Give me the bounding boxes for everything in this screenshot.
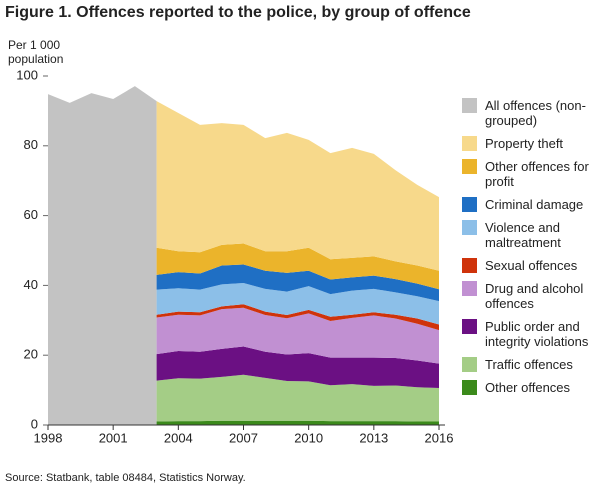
y-tick-label: 0 [31,416,38,431]
chart-title: Figure 1. Offences reported to the polic… [5,4,471,21]
legend-swatch [462,159,477,174]
x-tick-label: 2001 [99,430,128,445]
legend-label: Criminal damage [485,197,584,212]
legend-swatch [462,258,477,273]
legend-swatch [462,380,477,395]
legend-swatch [462,281,477,296]
legend-item: Traffic offences [462,357,610,372]
legend-item: Violence and maltreatment [462,220,610,250]
area [156,346,440,389]
x-tick-label: 2016 [425,430,454,445]
area [156,307,440,364]
legend-item: Other offences [462,380,610,395]
y-tick-label: 20 [24,347,38,362]
area [156,374,440,422]
y-tick-label: 60 [24,207,38,222]
legend-item: Drug and alcohol offences [462,281,610,311]
y-axis-label: Per 1 000 population [8,38,64,66]
legend-swatch [462,319,477,334]
y-tick-label: 80 [24,137,38,152]
x-tick-label: 2007 [229,430,258,445]
legend-label: Other offences for profit [485,159,589,189]
legend-label: Other offences [485,380,571,395]
legend-item: Public order and integrity violations [462,319,610,349]
area [156,101,440,271]
x-tick-label: 2004 [164,430,193,445]
y-tick-label: 100 [16,67,38,82]
x-tick-label: 2010 [294,430,323,445]
legend-label: Property theft [485,136,564,151]
y-tick-label: 40 [24,277,38,292]
legend-swatch [462,357,477,372]
legend: All offences (non-grouped) Property theft… [462,98,610,395]
legend-item: Sexual offences [462,258,610,273]
legend-item: All offences (non-grouped) [462,98,610,128]
legend-label: Sexual offences [485,258,578,273]
legend-label: All offences (non-grouped) [485,98,586,128]
area [156,420,440,425]
legend-swatch [462,136,477,151]
legend-label: Violence and maltreatment [485,220,561,250]
area [156,243,440,290]
legend-item: Criminal damage [462,197,610,212]
legend-swatch [462,197,477,212]
legend-item: Other offences for profit [462,159,610,189]
legend-label: Drug and alcohol offences [485,281,584,311]
legend-swatch [462,98,477,113]
area [48,86,157,426]
area [156,282,440,325]
x-tick-label: 2013 [359,430,388,445]
legend-label: Traffic offences [485,357,573,372]
area [156,264,440,302]
legend-swatch [462,220,477,235]
areas [48,86,440,426]
x-tick-label: 1998 [34,430,63,445]
legend-item: Property theft [462,136,610,151]
source-note: Source: Statbank, table 08484, Statistic… [5,472,246,484]
legend-label: Public order and integrity violations [485,319,589,349]
